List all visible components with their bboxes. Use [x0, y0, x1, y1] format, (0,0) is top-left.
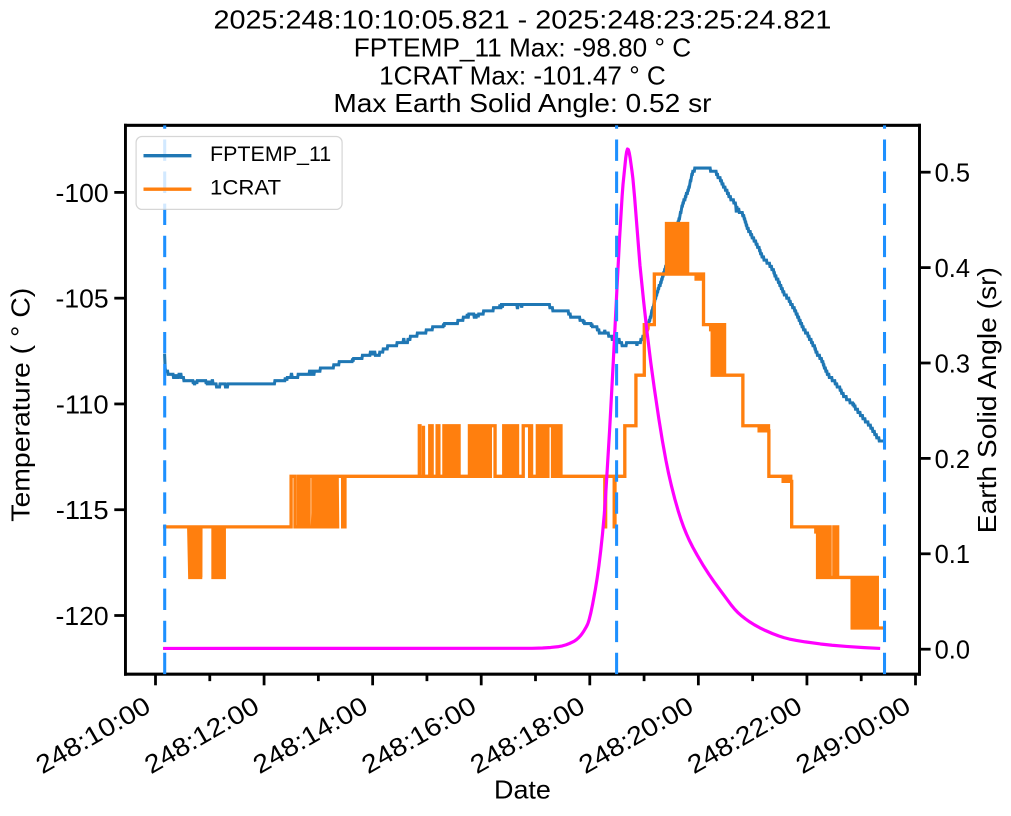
svg-text:Date: Date — [494, 776, 551, 804]
svg-text:-100: -100 — [56, 180, 109, 208]
svg-text:Temperature ( ° C): Temperature ( ° C) — [8, 288, 36, 522]
svg-text:-110: -110 — [56, 391, 109, 419]
svg-text:-115: -115 — [56, 497, 109, 525]
svg-text:0.1: 0.1 — [935, 541, 970, 569]
svg-text:0.4: 0.4 — [935, 255, 970, 283]
svg-text:FPTEMP_11: FPTEMP_11 — [210, 142, 331, 166]
svg-text:0.3: 0.3 — [935, 350, 970, 378]
svg-text:1CRAT: 1CRAT — [210, 176, 281, 200]
svg-text:2025:248:10:10:05.821 - 2025:2: 2025:248:10:10:05.821 - 2025:248:23:25:2… — [214, 7, 832, 35]
svg-text:1CRAT Max: -101.47 ° C: 1CRAT Max: -101.47 ° C — [379, 62, 666, 90]
svg-text:0.2: 0.2 — [935, 446, 970, 474]
svg-text:-120: -120 — [56, 603, 109, 631]
svg-text:-105: -105 — [56, 286, 109, 314]
svg-text:0.5: 0.5 — [935, 160, 970, 188]
svg-text:FPTEMP_11 Max: -98.80 ° C: FPTEMP_11 Max: -98.80 ° C — [354, 34, 691, 62]
svg-text:0.0: 0.0 — [935, 637, 970, 665]
svg-text:Earth Solid Angle (sr): Earth Solid Angle (sr) — [974, 267, 1002, 533]
svg-text:Max Earth Solid Angle: 0.52 sr: Max Earth Solid Angle: 0.52 sr — [333, 90, 712, 118]
